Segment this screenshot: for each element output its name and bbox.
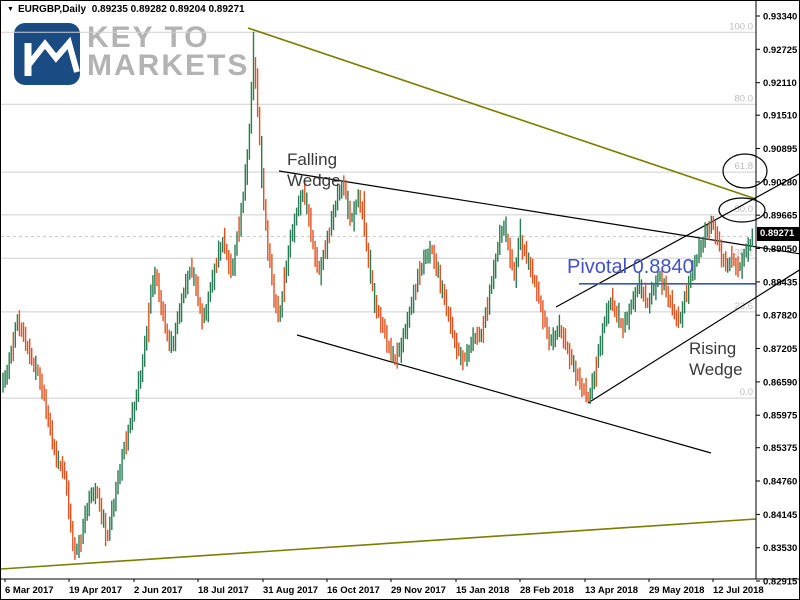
symbol-dropdown-icon[interactable]: ▼ <box>7 6 14 13</box>
svg-text:61.8: 61.8 <box>735 161 754 172</box>
km-logo-icon <box>14 23 80 85</box>
svg-text:0.88435: 0.88435 <box>763 277 798 288</box>
svg-text:0.90895: 0.90895 <box>763 144 798 155</box>
logo-line2: MARKETS <box>87 49 250 82</box>
svg-text:18 Jul 2017: 18 Jul 2017 <box>198 585 249 596</box>
svg-text:29 Nov 2017: 29 Nov 2017 <box>391 585 446 596</box>
logo-line1: KEY TO <box>87 21 210 54</box>
fibonacci-retracement: 100.080.061.850.038.223.60.0 <box>1 21 756 399</box>
svg-text:31 Aug 2017: 31 Aug 2017 <box>263 585 318 596</box>
svg-text:0.86590: 0.86590 <box>763 377 797 388</box>
svg-text:0.92110: 0.92110 <box>763 78 797 89</box>
svg-text:0.82915: 0.82915 <box>763 577 798 588</box>
rising-wedge-label: Rising Wedge <box>689 339 743 379</box>
svg-text:0.90280: 0.90280 <box>763 177 797 188</box>
svg-text:13 Apr 2018: 13 Apr 2018 <box>585 585 638 596</box>
svg-text:23.6: 23.6 <box>735 301 754 312</box>
svg-text:0.85375: 0.85375 <box>763 443 798 454</box>
svg-text:0.84760: 0.84760 <box>763 477 797 488</box>
price-axis-labels: 0.93340 0.92725 0.92110 0.91510 0.90895 0.902… <box>756 12 798 588</box>
svg-text:19 Apr 2017: 19 Apr 2017 <box>69 585 122 596</box>
symbol-period-label: EURGBP,Daily <box>17 4 87 15</box>
svg-text:0.0: 0.0 <box>740 387 753 398</box>
bars-down <box>12 57 739 560</box>
broker-name: KEY TO MARKETS <box>87 21 250 82</box>
svg-text:0.89665: 0.89665 <box>763 211 798 222</box>
time-axis-labels: 6 Mar 2017 19 Apr 2017 2 Jun 2017 18 Jul 20… <box>4 579 764 596</box>
trendlines <box>1 27 799 570</box>
broker-watermark: KEY TO MARKETS <box>14 23 249 85</box>
svg-text:0.92725: 0.92725 <box>763 45 798 56</box>
bars-up <box>2 31 753 558</box>
svg-text:0.91510: 0.91510 <box>763 111 797 122</box>
falling-wedge-label: Falling Wedge <box>287 150 341 190</box>
svg-text:6 Mar 2017: 6 Mar 2017 <box>5 585 54 596</box>
svg-text:80.0: 80.0 <box>735 93 754 104</box>
pivotal-level-label: Pivotal 0.8840 <box>567 256 694 278</box>
svg-text:28 Feb 2018: 28 Feb 2018 <box>520 585 574 596</box>
svg-text:0.85975: 0.85975 <box>763 411 798 422</box>
svg-text:29 May 2018: 29 May 2018 <box>649 585 704 596</box>
svg-text:100.0: 100.0 <box>729 21 753 32</box>
svg-text:0.93340: 0.93340 <box>763 12 797 23</box>
svg-text:0.87205: 0.87205 <box>763 344 798 355</box>
svg-text:2 Jun 2017: 2 Jun 2017 <box>134 585 183 596</box>
svg-text:16 Oct 2017: 16 Oct 2017 <box>327 585 380 596</box>
current-price-tag: 0.89271 <box>757 227 799 241</box>
ohlc-values: 0.89235 0.89282 0.89204 0.89271 <box>91 4 245 15</box>
svg-text:50.0: 50.0 <box>735 204 754 215</box>
highlight-ellipses <box>718 153 768 223</box>
svg-text:0.89050: 0.89050 <box>763 244 797 255</box>
svg-text:0.83530: 0.83530 <box>763 543 797 554</box>
svg-text:15 Jan 2018: 15 Jan 2018 <box>456 585 509 596</box>
svg-text:12 Jul 2018: 12 Jul 2018 <box>713 585 764 596</box>
svg-text:0.84145: 0.84145 <box>763 510 798 521</box>
svg-text:0.87820: 0.87820 <box>763 311 797 322</box>
symbol-header: ▼ EURGBP,Daily 0.89235 0.89282 0.89204 0.… <box>7 4 245 15</box>
